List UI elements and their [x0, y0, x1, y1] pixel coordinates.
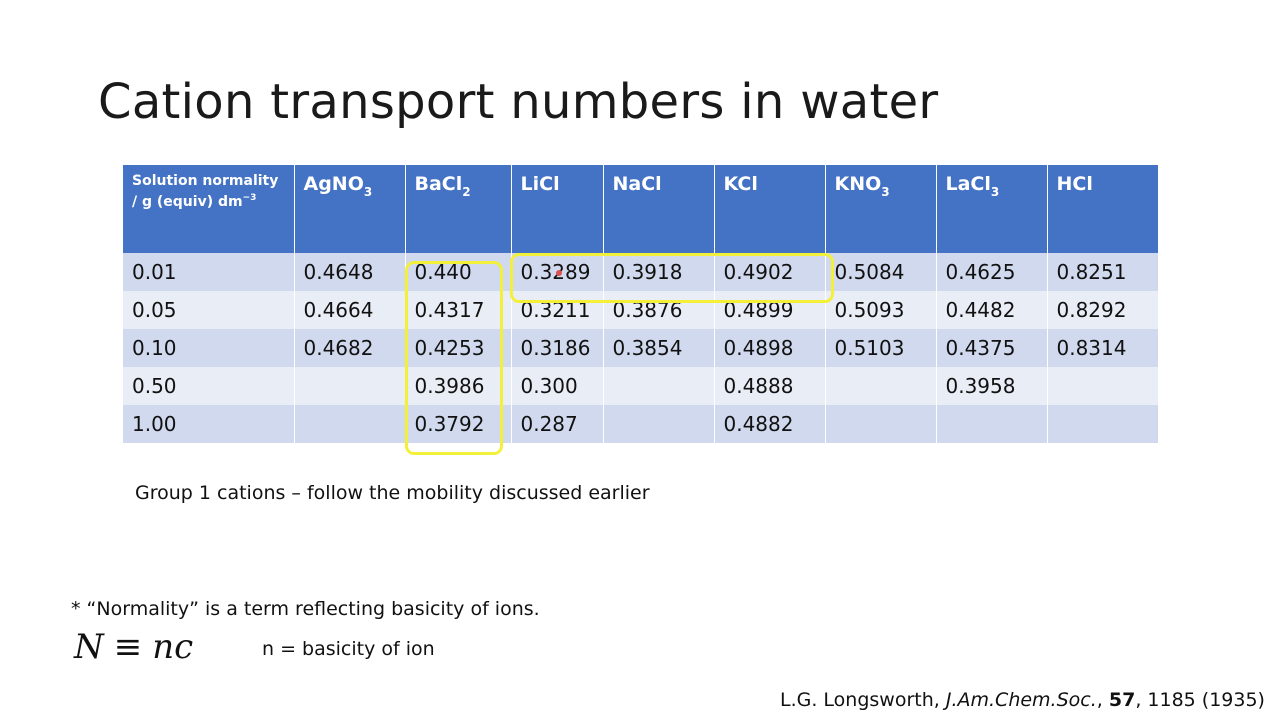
- table-cell: 0.4899: [714, 291, 826, 329]
- table-row: 0.05 0.4664 0.4317 0.3211 0.3876 0.4899 …: [123, 291, 1158, 329]
- table-cell: [603, 367, 715, 405]
- citation-volume: 57: [1108, 689, 1136, 711]
- table-cell: 1.00: [123, 405, 295, 443]
- table-cell: 0.3958: [936, 367, 1048, 405]
- table-cell: 0.5084: [825, 253, 937, 291]
- table-cell: 0.50: [123, 367, 295, 405]
- table-cell: 0.10: [123, 329, 295, 367]
- header-sub: 2: [462, 185, 471, 199]
- table-cell: [936, 405, 1048, 443]
- table-cell: [1047, 405, 1158, 443]
- table-cell: 0.4902: [714, 253, 826, 291]
- table-cell: 0.3211: [511, 291, 604, 329]
- table-cell: [294, 405, 406, 443]
- header-sub: 3: [881, 185, 890, 199]
- table-cell: 0.3289: [511, 253, 604, 291]
- table-cell: 0.4664: [294, 291, 406, 329]
- table-cell: 0.8314: [1047, 329, 1158, 367]
- header-kcl: KCl: [714, 165, 826, 253]
- table-cell: [825, 367, 937, 405]
- table-cell: 0.3876: [603, 291, 715, 329]
- header-sub: 3: [363, 185, 373, 199]
- table-cell: 0.4898: [714, 329, 826, 367]
- transport-number-table: Solution normality / g (equiv) dm−3 AgNO…: [123, 165, 1158, 443]
- table-cell: 0.4375: [936, 329, 1048, 367]
- table-cell: 0.3918: [603, 253, 715, 291]
- header-label: LaCl: [945, 173, 991, 195]
- formula-left: N: [74, 627, 104, 667]
- normality-footnote: * “Normality” is a term reflecting basic…: [71, 598, 540, 620]
- formula-right: nc: [152, 627, 194, 667]
- table-cell: 0.3986: [405, 367, 512, 405]
- citation: L.G. Longsworth, J.Am.Chem.Soc., 57, 118…: [780, 689, 1265, 711]
- header-first-line1: Solution normality: [132, 173, 279, 189]
- table-cell: 0.4882: [714, 405, 826, 443]
- table-cell: 0.3792: [405, 405, 512, 443]
- table-row: 0.10 0.4682 0.4253 0.3186 0.3854 0.4898 …: [123, 329, 1158, 367]
- header-label: AgNO: [303, 173, 364, 195]
- table-cell: 0.3186: [511, 329, 604, 367]
- table-cell: [294, 367, 406, 405]
- table-cell: 0.8292: [1047, 291, 1158, 329]
- header-solution-normality: Solution normality / g (equiv) dm−3: [123, 165, 295, 253]
- table-cell: 0.300: [511, 367, 604, 405]
- table-cell: [603, 405, 715, 443]
- table-cell: 0.4482: [936, 291, 1048, 329]
- table-cell: 0.4625: [936, 253, 1048, 291]
- citation-sep: ,: [1096, 689, 1109, 711]
- table-cell: 0.4317: [405, 291, 512, 329]
- pointer-dot: [556, 270, 562, 276]
- header-first-line2: / g (equiv) dm: [132, 194, 243, 210]
- table-cell: 0.3854: [603, 329, 715, 367]
- header-licl: LiCl: [511, 165, 604, 253]
- table-row: 0.50 0.3986 0.300 0.4888 0.3958: [123, 367, 1158, 405]
- table-cell: 0.4648: [294, 253, 406, 291]
- header-hcl: HCl: [1047, 165, 1158, 253]
- normality-formula: N ≡ nc: [74, 627, 193, 667]
- header-label: HCl: [1056, 173, 1093, 195]
- header-lacl3: LaCl3: [936, 165, 1048, 253]
- citation-journal: J.Am.Chem.Soc.: [945, 689, 1097, 711]
- header-agno3: AgNO3: [294, 165, 406, 253]
- citation-authors: L.G. Longsworth,: [780, 689, 946, 711]
- header-label: BaCl: [414, 173, 463, 195]
- header-first-sup: −3: [242, 193, 257, 203]
- table-header-row: Solution normality / g (equiv) dm−3 AgNO…: [123, 165, 1158, 253]
- slide-title: Cation transport numbers in water: [98, 74, 939, 130]
- table-cell: 0.5093: [825, 291, 937, 329]
- table-cell: 0.287: [511, 405, 604, 443]
- header-bacl2: BaCl2: [405, 165, 512, 253]
- header-kno3: KNO3: [825, 165, 937, 253]
- table-cell: 0.4253: [405, 329, 512, 367]
- table-cell: 0.4682: [294, 329, 406, 367]
- table-row: 0.01 0.4648 0.440 0.3289 0.3918 0.4902 0…: [123, 253, 1158, 291]
- table-cell: 0.8251: [1047, 253, 1158, 291]
- table-cell: 0.01: [123, 253, 295, 291]
- header-label: NaCl: [612, 173, 662, 195]
- formula-op: ≡: [113, 627, 143, 667]
- table-cell: 0.4888: [714, 367, 826, 405]
- table-cell: [1047, 367, 1158, 405]
- header-label: KCl: [723, 173, 758, 195]
- table-row: 1.00 0.3792 0.287 0.4882: [123, 405, 1158, 443]
- table-cell: 0.05: [123, 291, 295, 329]
- header-sub: 3: [990, 185, 1000, 199]
- header-label: LiCl: [520, 173, 560, 195]
- header-label: KNO: [834, 173, 882, 195]
- basicity-note: n = basicity of ion: [262, 638, 435, 660]
- group1-caption: Group 1 cations – follow the mobility di…: [135, 482, 650, 504]
- table-cell: [825, 405, 937, 443]
- citation-rest: , 1185 (1935): [1135, 689, 1265, 711]
- table-cell: 0.440: [405, 253, 512, 291]
- table-cell: 0.5103: [825, 329, 937, 367]
- header-nacl: NaCl: [603, 165, 715, 253]
